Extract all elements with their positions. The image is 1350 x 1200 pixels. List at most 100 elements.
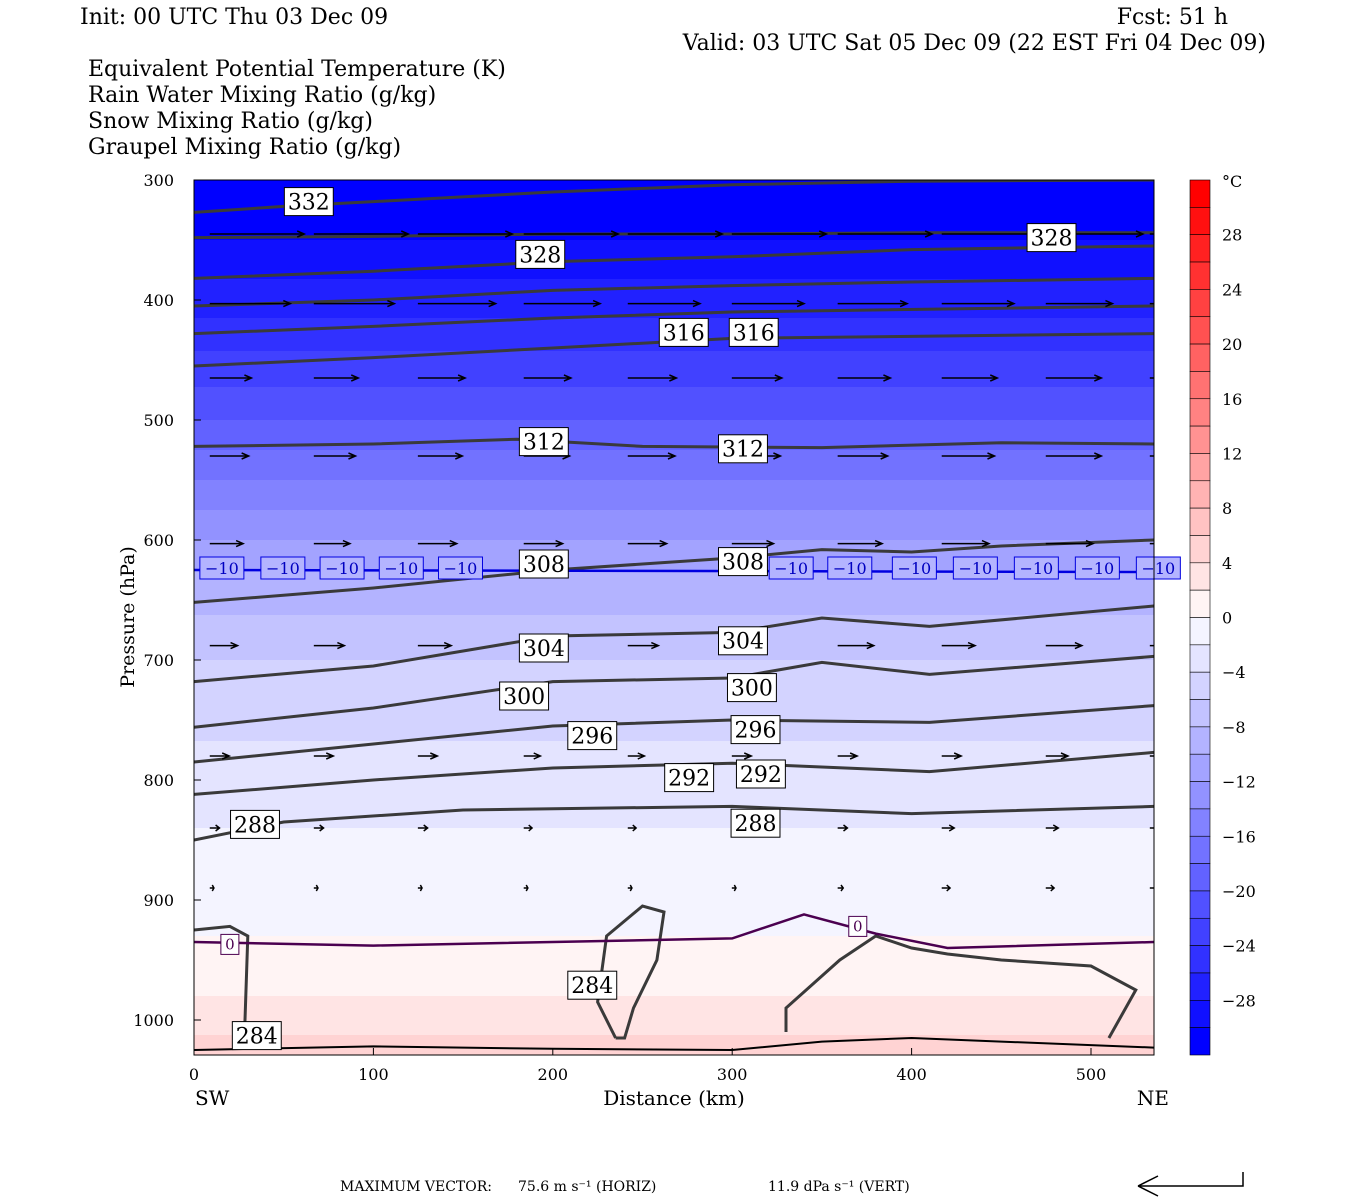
temperature-band [194, 831, 1154, 835]
temperature-band [194, 495, 1154, 499]
isotherm-zero-label: 0 [853, 917, 863, 935]
theta-e-label: 304 [523, 637, 565, 662]
colorbar-segment [1189, 671, 1211, 700]
y-tick-label: 300 [143, 171, 174, 190]
temperature-band [194, 672, 1154, 676]
isotherm-zero-label-box [848, 915, 868, 937]
temperature-band [194, 1035, 1154, 1039]
wind-vector [1045, 299, 1115, 308]
temperature-band [194, 636, 1154, 640]
temperature-band [194, 453, 1154, 457]
temperature-band [194, 921, 1154, 925]
isotherm-minus10-label: −10 [897, 559, 931, 578]
temperature-band [194, 222, 1154, 226]
temperature-band [194, 714, 1154, 718]
temperature-band [194, 255, 1154, 259]
y-tick-label: 800 [143, 771, 174, 790]
theta-e-label-box [728, 317, 779, 347]
temperature-band [194, 459, 1154, 463]
wind-vector [627, 374, 679, 382]
temperature-band [194, 873, 1154, 877]
temperature-band [194, 243, 1154, 247]
wind-vector [837, 752, 860, 760]
theta-e-label-box [499, 681, 550, 711]
isotherm-zero-label: 0 [225, 935, 235, 953]
x-tick-label: 300 [717, 1065, 748, 1084]
temperature-band [194, 861, 1154, 865]
temperature-band [194, 1002, 1154, 1006]
temperature-band [194, 888, 1154, 892]
temperature-band [194, 690, 1154, 694]
colorbar-label: −4 [1222, 663, 1246, 682]
temperature-band [194, 729, 1154, 733]
temperature-band [194, 555, 1154, 559]
theta-e-label-box [726, 673, 777, 703]
temperature-band [194, 681, 1154, 685]
temperature-band [194, 282, 1154, 286]
colorbar-segment [1189, 261, 1211, 290]
wind-vector [417, 752, 440, 760]
wind-vector [731, 752, 754, 760]
isotherm-zero-label-box [220, 933, 240, 955]
theta-e-label-box [658, 317, 709, 347]
temperature-band [194, 522, 1154, 526]
temperature-band [194, 477, 1154, 481]
temperature-band [194, 759, 1154, 763]
temperature-band [194, 297, 1154, 301]
temperature-band [194, 270, 1154, 274]
temperature-band [194, 225, 1154, 229]
theta-e-contour-284 [784, 934, 1138, 1039]
temperature-band [194, 228, 1154, 232]
isotherm-zero [194, 913, 1154, 950]
wind-vector [209, 374, 254, 382]
temperature-band [194, 807, 1154, 811]
isotherm-label-box [1013, 556, 1059, 580]
temperature-band [194, 891, 1154, 895]
isotherm-minus10-label: −10 [774, 559, 808, 578]
temperature-band [194, 693, 1154, 697]
wind-vector [1045, 641, 1084, 650]
temperature-band [194, 411, 1154, 415]
wind-vector [1045, 452, 1104, 460]
temperature-band [194, 993, 1154, 997]
wind-vector [837, 824, 849, 832]
temperature-band [194, 1011, 1154, 1015]
colorbar-segment [1189, 179, 1211, 208]
temperature-band [194, 948, 1154, 952]
temperature-band [194, 564, 1154, 568]
isotherm-minus10-label: −10 [205, 559, 239, 578]
temperature-band [194, 267, 1154, 271]
x-end-label: NE [1137, 1086, 1169, 1110]
temperature-band [194, 246, 1154, 250]
temperature-band [194, 543, 1154, 547]
colorbar-segment [1189, 316, 1211, 345]
temperature-band [194, 903, 1154, 907]
temperature-band [194, 291, 1154, 295]
temperature-band [194, 303, 1154, 307]
temperature-band [194, 867, 1154, 871]
wind-vector [627, 641, 661, 650]
wind-vector [627, 884, 633, 892]
wind-vector [523, 884, 529, 892]
temperature-band [194, 456, 1154, 460]
temperature-band [194, 531, 1154, 535]
colorbar-segment [1189, 863, 1211, 892]
temperature-band [194, 483, 1154, 487]
reference-vector-arrow [1137, 1172, 1244, 1197]
wind-vector [837, 230, 935, 238]
temperature-band [194, 834, 1154, 838]
temperature-band [194, 648, 1154, 652]
temperature-band [194, 846, 1154, 850]
wind-vector [1149, 644, 1154, 647]
colorbar-segment [1189, 1027, 1211, 1056]
temperature-band [194, 726, 1154, 730]
temperature-band [194, 933, 1154, 937]
temperature-band [194, 666, 1154, 670]
theta-e-label-box [567, 970, 618, 1000]
temperature-band [194, 582, 1154, 586]
wind-vector [731, 539, 776, 548]
colorbar-segment [1189, 453, 1211, 482]
temperature-band [194, 1038, 1154, 1042]
colorbar-label: 12 [1222, 444, 1242, 463]
temperature-band [194, 264, 1154, 268]
